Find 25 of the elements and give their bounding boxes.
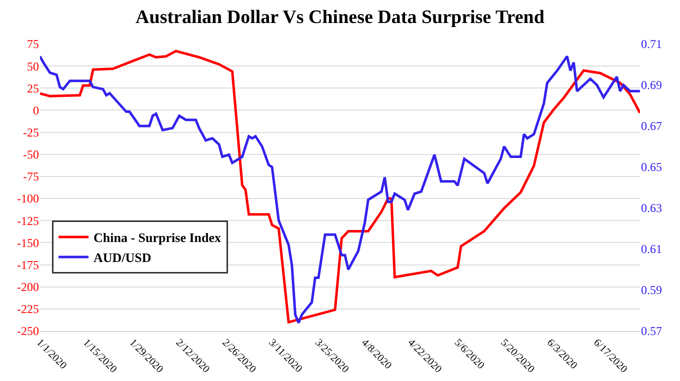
- y2-tick-label: 0.57: [641, 324, 662, 338]
- y-tick-label: -75: [23, 170, 39, 184]
- y2-tick-label: 0.59: [641, 283, 662, 298]
- y-tick-label: 25: [27, 81, 39, 96]
- y-tick-label: -225: [17, 302, 39, 316]
- chart-title: Australian Dollar Vs Chinese Data Surprise Trend: [136, 6, 545, 28]
- legend-label: China - Surprise Index: [94, 230, 222, 246]
- y-tick-label: 0: [33, 103, 39, 118]
- y2-tick-label: 0.71: [641, 37, 662, 52]
- y2-tick-label: 0.65: [641, 160, 662, 174]
- y-tick-label: -50: [23, 148, 39, 162]
- y-tick-label: -125: [17, 214, 39, 228]
- y-tick-label: 50: [27, 59, 39, 74]
- y2-tick-label: 0.61: [641, 242, 662, 256]
- legend-label: AUD/USD: [94, 250, 152, 266]
- y-tick-label: -250: [17, 324, 39, 338]
- y-tick-label: -200: [17, 280, 39, 294]
- y-tick-label: -100: [17, 192, 39, 206]
- y2-tick-label: 0.69: [641, 78, 662, 92]
- y-tick-label: -150: [17, 236, 39, 250]
- y-tick-label: 75: [27, 37, 39, 52]
- y-tick-label: -25: [23, 126, 39, 140]
- y-tick-label: -175: [17, 258, 39, 272]
- y2-tick-label: 0.67: [641, 119, 662, 134]
- y2-tick-label: 0.63: [641, 201, 662, 216]
